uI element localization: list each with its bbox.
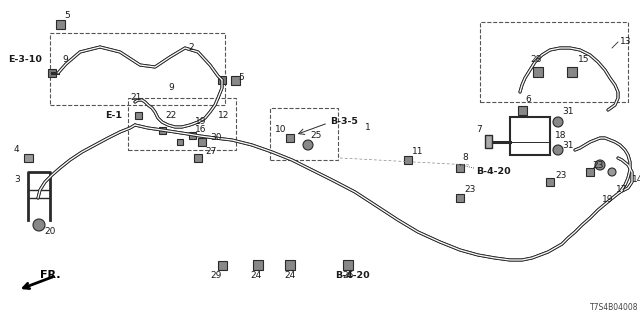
Text: 3: 3 bbox=[14, 175, 20, 185]
Text: 4: 4 bbox=[14, 146, 20, 155]
Bar bbox=[510, 117, 550, 155]
Text: 26: 26 bbox=[342, 271, 353, 281]
Text: 13: 13 bbox=[620, 37, 632, 46]
Polygon shape bbox=[485, 135, 492, 148]
Text: 17: 17 bbox=[616, 186, 627, 195]
Text: 27: 27 bbox=[205, 148, 216, 156]
Bar bbox=[56, 20, 65, 28]
Circle shape bbox=[553, 145, 563, 155]
Bar bbox=[218, 260, 227, 269]
Text: 12: 12 bbox=[218, 110, 229, 119]
Bar bbox=[567, 67, 577, 77]
Text: 18: 18 bbox=[555, 131, 566, 140]
Text: FR.: FR. bbox=[40, 270, 61, 280]
Bar bbox=[546, 178, 554, 186]
Bar bbox=[128, 98, 236, 150]
Bar bbox=[518, 106, 527, 115]
Text: 7: 7 bbox=[476, 125, 482, 134]
Text: 11: 11 bbox=[412, 148, 424, 156]
Text: 6: 6 bbox=[525, 95, 531, 105]
Bar bbox=[343, 260, 353, 270]
Text: 5: 5 bbox=[238, 73, 244, 82]
Bar bbox=[480, 22, 628, 102]
Bar bbox=[50, 33, 225, 105]
Text: 24: 24 bbox=[284, 271, 295, 281]
Text: 16: 16 bbox=[195, 125, 207, 134]
Text: 30: 30 bbox=[210, 133, 221, 142]
Bar bbox=[177, 139, 183, 145]
Text: 23: 23 bbox=[555, 171, 566, 180]
Text: 23: 23 bbox=[464, 186, 476, 195]
Text: 31: 31 bbox=[562, 140, 573, 149]
Bar bbox=[189, 132, 195, 139]
Bar bbox=[194, 154, 202, 162]
Bar bbox=[456, 164, 464, 172]
Text: T7S4B04008: T7S4B04008 bbox=[589, 303, 638, 312]
Text: 22: 22 bbox=[165, 110, 176, 119]
Bar bbox=[285, 260, 295, 270]
Text: 5: 5 bbox=[64, 11, 70, 20]
Text: 9: 9 bbox=[62, 54, 68, 63]
Text: 19: 19 bbox=[195, 117, 207, 126]
Text: B-3-5: B-3-5 bbox=[330, 117, 358, 126]
Circle shape bbox=[595, 160, 605, 170]
Bar bbox=[134, 111, 141, 118]
Bar bbox=[48, 69, 56, 77]
Text: B-4-20: B-4-20 bbox=[476, 167, 511, 177]
Text: 29: 29 bbox=[210, 271, 221, 281]
Text: 20: 20 bbox=[44, 228, 56, 236]
Bar bbox=[404, 156, 412, 164]
Circle shape bbox=[303, 140, 313, 150]
Bar bbox=[253, 260, 263, 270]
Bar bbox=[24, 154, 33, 162]
Bar bbox=[218, 76, 226, 84]
Text: 10: 10 bbox=[275, 125, 287, 134]
Bar bbox=[198, 138, 206, 146]
Text: B-4-20: B-4-20 bbox=[335, 271, 370, 281]
Bar bbox=[230, 76, 239, 84]
Bar bbox=[270, 108, 338, 160]
Bar bbox=[586, 168, 594, 176]
Text: 31: 31 bbox=[562, 108, 573, 116]
Text: 2: 2 bbox=[188, 43, 194, 52]
Circle shape bbox=[608, 168, 616, 176]
Text: 1: 1 bbox=[365, 124, 371, 132]
Text: 21: 21 bbox=[130, 93, 141, 102]
Text: 8: 8 bbox=[462, 154, 468, 163]
Text: 15: 15 bbox=[578, 55, 589, 65]
Bar bbox=[286, 134, 294, 142]
Bar bbox=[533, 67, 543, 77]
Circle shape bbox=[553, 117, 563, 127]
Text: E-3-10: E-3-10 bbox=[8, 55, 42, 65]
Text: 19: 19 bbox=[602, 196, 614, 204]
Text: 23: 23 bbox=[592, 161, 604, 170]
Text: 28: 28 bbox=[530, 55, 541, 65]
Text: 14: 14 bbox=[632, 175, 640, 185]
Text: E-1: E-1 bbox=[105, 110, 122, 119]
Bar bbox=[159, 126, 166, 133]
Bar bbox=[456, 194, 464, 202]
Circle shape bbox=[33, 219, 45, 231]
Text: 25: 25 bbox=[310, 131, 321, 140]
Text: 9: 9 bbox=[168, 83, 173, 92]
Text: 24: 24 bbox=[250, 271, 261, 281]
